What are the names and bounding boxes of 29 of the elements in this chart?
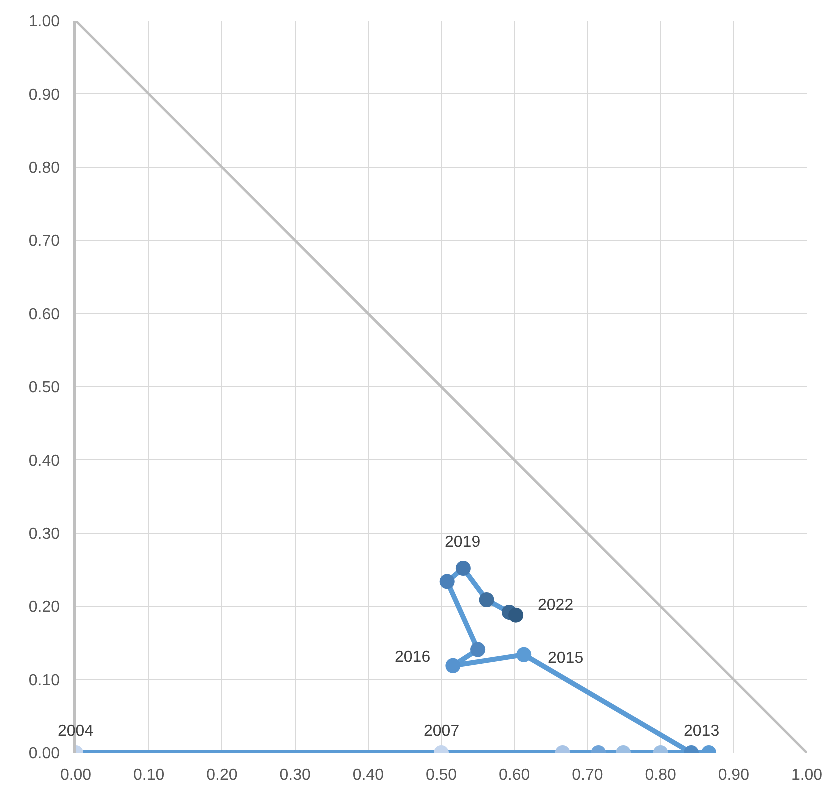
y-tick-label: 0.80 bbox=[28, 160, 60, 177]
x-tick-label: 0.60 bbox=[499, 767, 530, 784]
y-tick-label: 0.50 bbox=[28, 380, 60, 397]
y-tick-label: 0.60 bbox=[28, 306, 60, 324]
x-tick-label: 0.90 bbox=[718, 767, 750, 784]
x-tick-label: 0.80 bbox=[645, 767, 676, 784]
annotation: 2004 bbox=[58, 723, 94, 740]
annotation: 2019 bbox=[445, 534, 481, 551]
x-tick-label: 0.20 bbox=[206, 767, 238, 784]
y-tick-label: 0.90 bbox=[28, 86, 60, 104]
y-tick-label: 0.00 bbox=[28, 746, 60, 763]
y-tick-label: 0.10 bbox=[28, 672, 60, 690]
x-tick-label: 0.00 bbox=[60, 767, 92, 784]
x-tick-label: 1.00 bbox=[791, 767, 823, 784]
y-tick-label: 0.40 bbox=[28, 452, 60, 470]
x-tick-label: 0.30 bbox=[280, 767, 311, 784]
x-tick-label: 0.50 bbox=[426, 767, 458, 784]
y-tick-label: 0.30 bbox=[28, 526, 60, 543]
x-tick-label: 0.10 bbox=[134, 767, 165, 784]
y-tick-label: 1.00 bbox=[28, 14, 60, 31]
y-tick-label: 0.70 bbox=[28, 233, 60, 250]
annotation: 2016 bbox=[395, 649, 431, 666]
annotation: 2013 bbox=[684, 723, 720, 740]
x-tick-label: 0.40 bbox=[352, 767, 384, 784]
annotation: 2007 bbox=[424, 723, 460, 740]
annotation: 2015 bbox=[548, 650, 584, 667]
x-tick-label: 0.70 bbox=[572, 767, 604, 784]
y-tick-label: 0.20 bbox=[28, 599, 60, 616]
annotation: 2022 bbox=[538, 597, 574, 614]
